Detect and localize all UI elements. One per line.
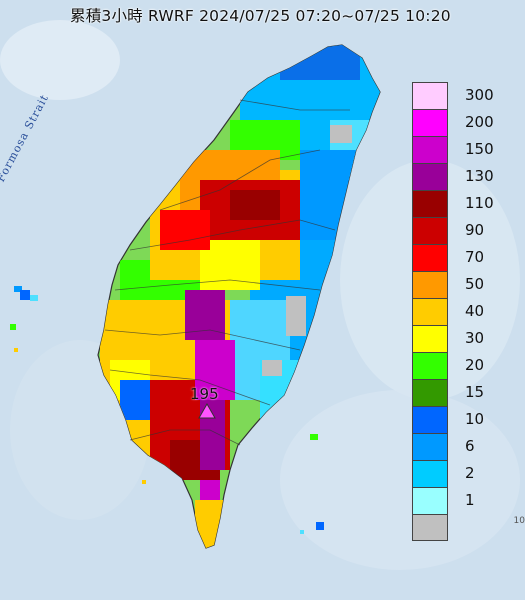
legend-swatch [412, 136, 448, 163]
legend-label: 15 [465, 383, 485, 401]
legend-swatch [412, 325, 448, 352]
color-legend [412, 82, 448, 541]
legend-swatch [412, 298, 448, 325]
legend-label: 10 [465, 410, 485, 428]
legend-swatch [412, 190, 448, 217]
legend-swatch [412, 109, 448, 136]
legend-label: 1 [465, 491, 475, 509]
legend-label: 6 [465, 437, 475, 455]
legend-swatch [412, 352, 448, 379]
map-title: 累積3小時 RWRF 2024/07/25 07:20~07/25 10:20 [70, 7, 451, 25]
legend-swatch [412, 514, 448, 541]
legend-label: 150 [465, 140, 494, 158]
legend-swatch [412, 271, 448, 298]
legend-label: 200 [465, 113, 494, 131]
legend-swatch [412, 244, 448, 271]
legend-label: 40 [465, 302, 485, 320]
legend-label: 90 [465, 221, 485, 239]
legend-label: 20 [465, 356, 485, 374]
legend-label: 110 [465, 194, 494, 212]
legend-swatch [412, 433, 448, 460]
legend-label: 50 [465, 275, 485, 293]
legend-label: 2 [465, 464, 475, 482]
triangle-marker [198, 402, 216, 419]
corner-label: 10 [513, 516, 525, 526]
legend-label: 30 [465, 329, 485, 347]
legend-label: 70 [465, 248, 485, 266]
legend-swatch [412, 82, 448, 109]
legend-swatch [412, 406, 448, 433]
legend-label: 300 [465, 86, 494, 104]
legend-swatch [412, 487, 448, 514]
peak-value: 195 [190, 385, 219, 403]
legend-swatch [412, 217, 448, 244]
legend-swatch [412, 379, 448, 406]
legend-label: 130 [465, 167, 494, 185]
legend-swatch [412, 163, 448, 190]
legend-swatch [412, 460, 448, 487]
